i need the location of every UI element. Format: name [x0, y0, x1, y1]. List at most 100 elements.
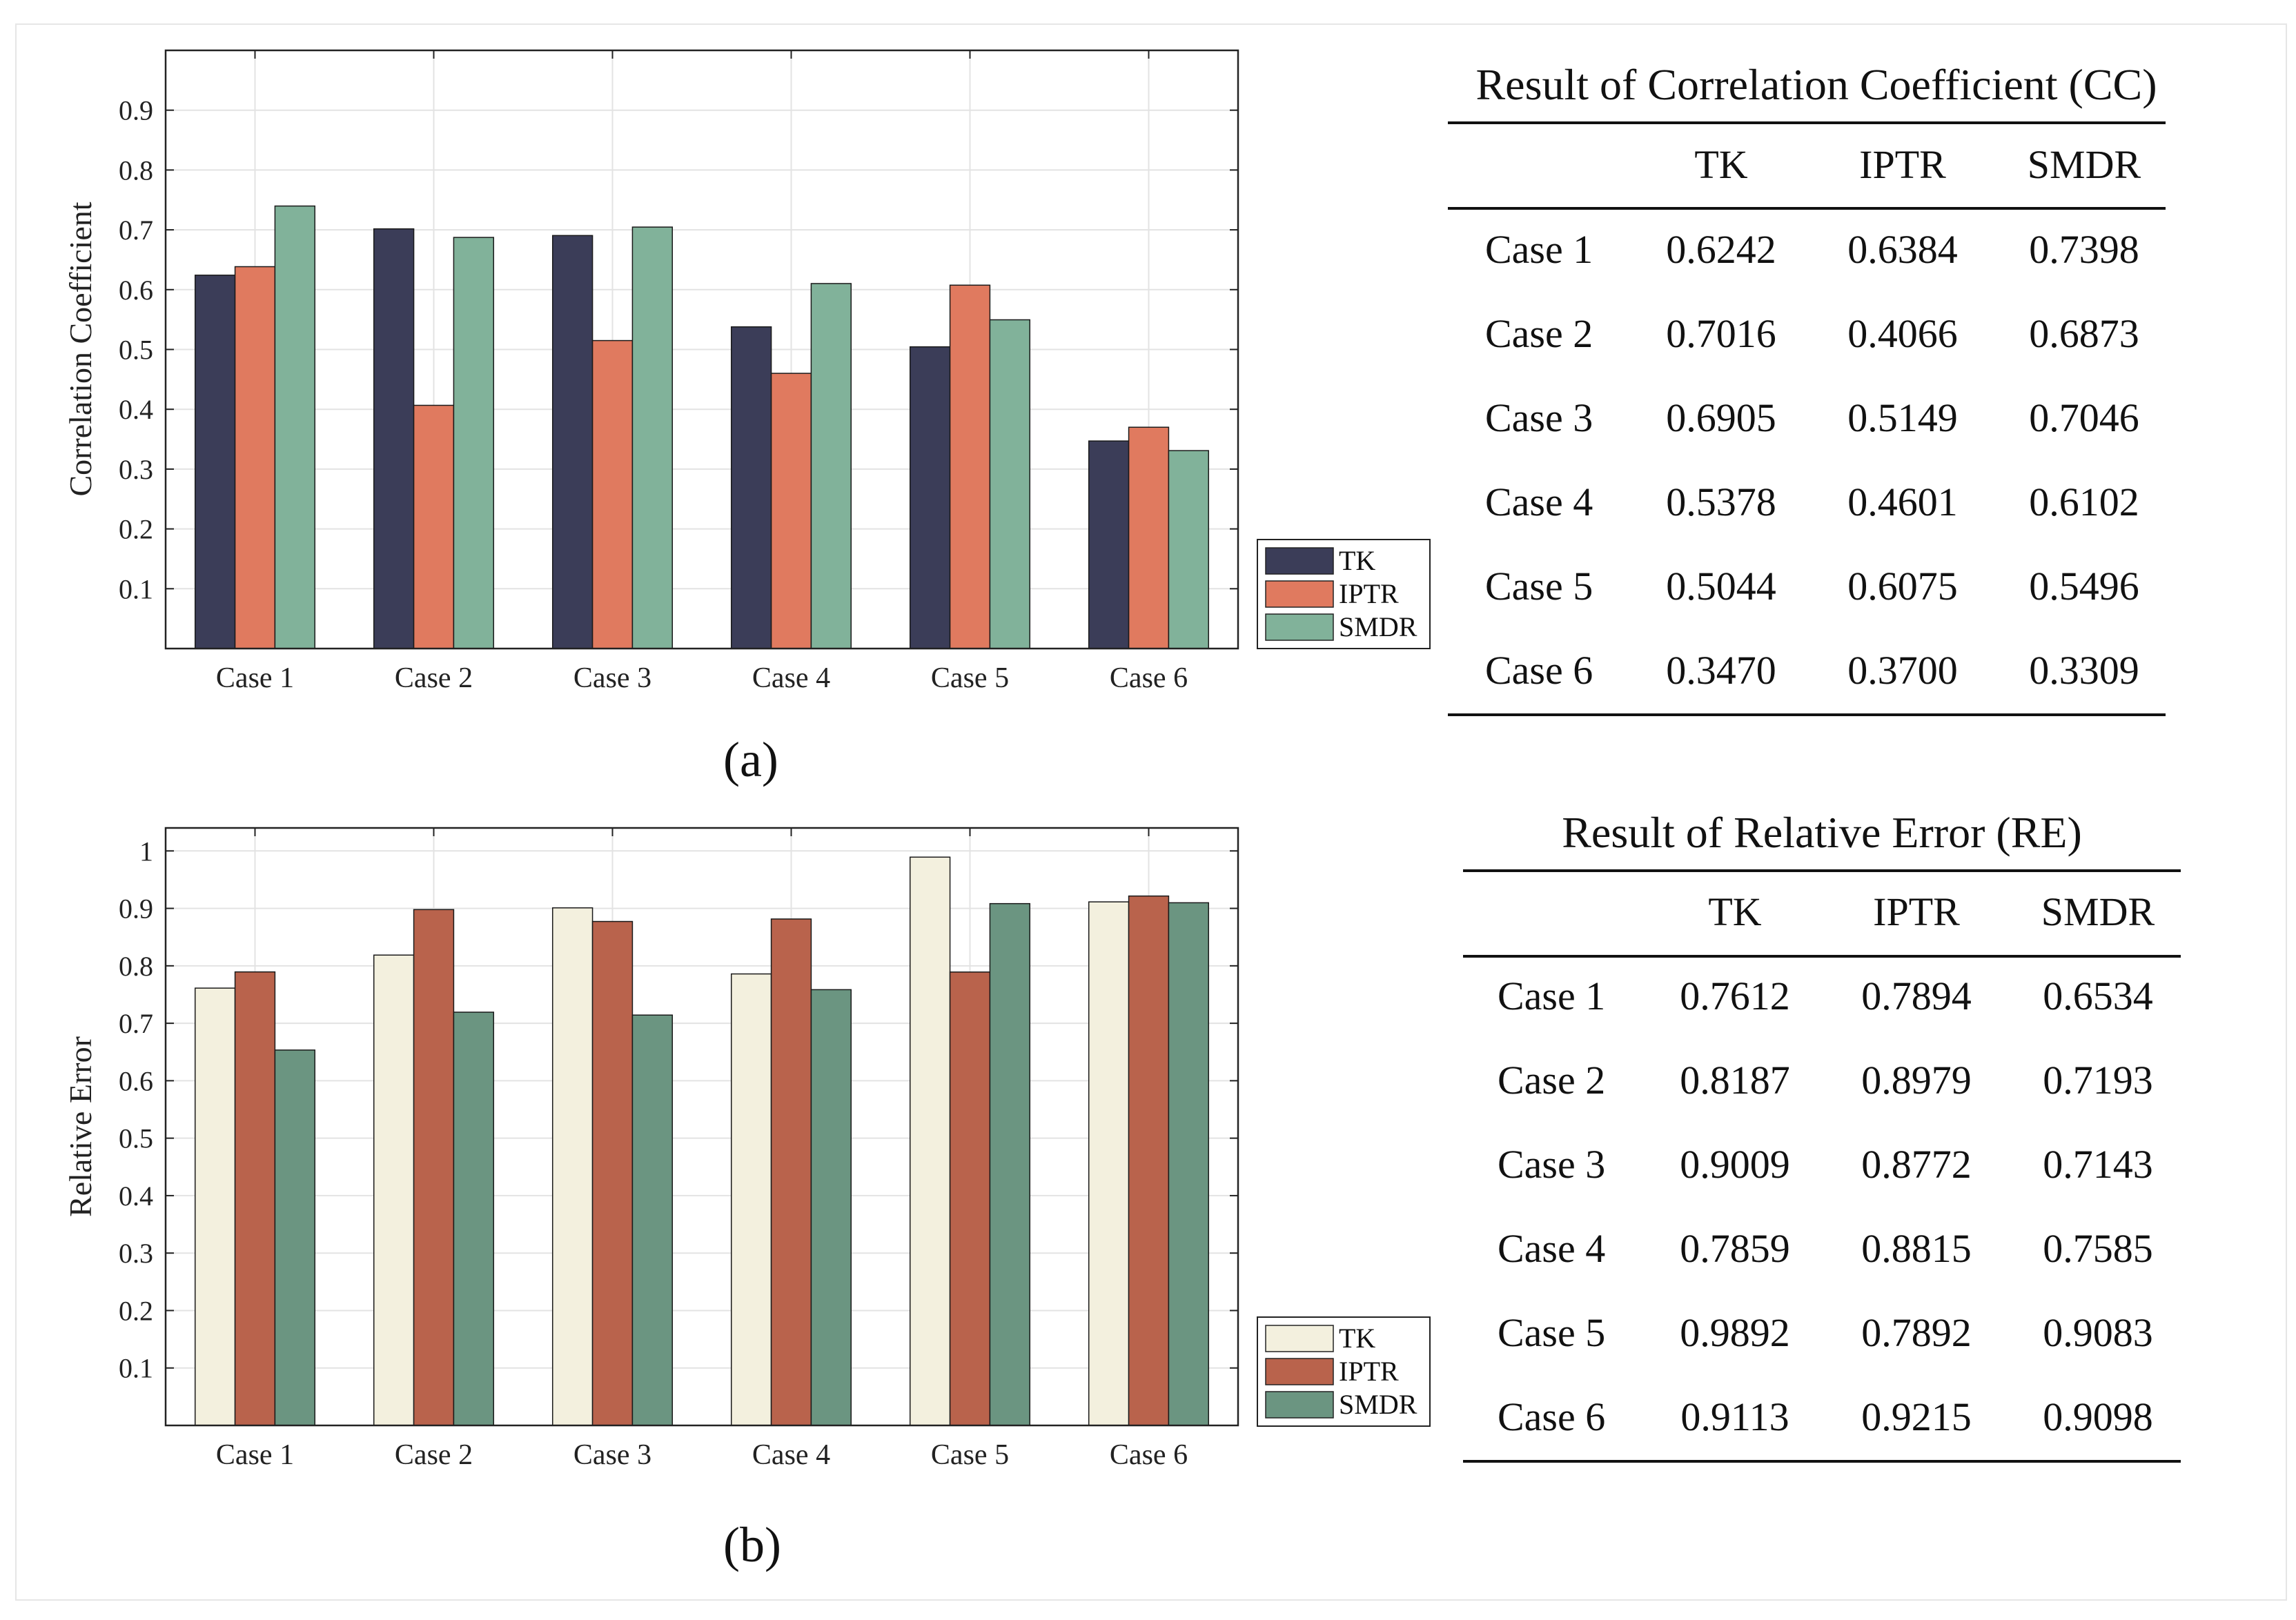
table0-header-iptr: IPTR	[1859, 142, 1946, 187]
table0-cell: 0.6242	[1666, 227, 1776, 272]
table1-rule-1	[1463, 869, 2181, 872]
table0-cell: 0.3470	[1666, 648, 1776, 693]
chart1-ytick-label: 0.2	[119, 1295, 153, 1326]
chart1-bar-tk-2	[373, 954, 415, 1426]
table1-cell: 0.9113	[1680, 1394, 1789, 1439]
chart0-bar-smdr-2	[453, 237, 495, 649]
chart0-legend-swatch-smdr	[1265, 613, 1334, 641]
table1-cell: 0.7859	[1680, 1226, 1790, 1271]
table1-cell: 0.8815	[1861, 1226, 1972, 1271]
chart1-bar-tk-5	[909, 856, 951, 1426]
chart1-legend-swatch-iptr	[1265, 1358, 1334, 1385]
chart1-ytick-label: 0.9	[119, 893, 153, 925]
chart0-ylabel: Correlation Coefficient	[63, 201, 98, 496]
chart0-xtick-label: Case 5	[931, 662, 1009, 694]
chart0-bar-tk-1	[194, 275, 236, 649]
table0-row-label: Case 2	[1485, 311, 1593, 356]
chart0-ytick-label: 0.2	[119, 514, 153, 545]
table0-rule-1	[1448, 121, 2166, 124]
chart0-ytick-label: 0.9	[119, 95, 153, 126]
chart0-ytick-label: 0.7	[119, 215, 153, 246]
chart1-xtick-label: Case 3	[573, 1439, 651, 1471]
table0-cell: 0.4601	[1847, 480, 1958, 524]
table1-cell: 0.8187	[1680, 1058, 1790, 1103]
chart0-xtick-label: Case 2	[395, 662, 473, 694]
chart1-xtick-label: Case 2	[395, 1439, 473, 1471]
table0-cell: 0.5149	[1847, 395, 1958, 440]
table0-cell: 0.5496	[2029, 564, 2139, 609]
chart0-ytick-label: 0.3	[119, 454, 153, 485]
chart0-ytick-label: 0.1	[119, 573, 153, 604]
chart0-bar-tk-4	[730, 326, 772, 649]
table0-cell: 0.6075	[1847, 564, 1958, 609]
table1-row-label: Case 2	[1498, 1058, 1606, 1103]
chart1-bar-iptr-5	[949, 971, 991, 1426]
table1-cell: 0.7894	[1861, 974, 1972, 1018]
table1-row-label: Case 1	[1498, 974, 1606, 1018]
chart0-bar-smdr-4	[810, 283, 852, 649]
chart1-axes-box	[164, 827, 1239, 1427]
table0-row-label: Case 4	[1485, 480, 1593, 524]
chart0-bar-smdr-3	[631, 226, 674, 649]
chart0-legend-label-tk: TK	[1339, 545, 1375, 576]
table1-rule-2	[1463, 955, 2181, 958]
chart1-ytick-label: 1	[139, 836, 153, 867]
table1-header-iptr: IPTR	[1873, 889, 1960, 934]
chart1-bar-iptr-3	[591, 920, 634, 1426]
table0-row-label: Case 3	[1485, 395, 1593, 440]
table0-cell: 0.5044	[1666, 564, 1776, 609]
caption-b: (b)	[723, 1517, 781, 1572]
chart0-bar-smdr-1	[274, 205, 316, 649]
chart0-ytick-label: 0.4	[119, 394, 153, 425]
table1-cell: 0.9083	[2043, 1310, 2153, 1355]
table0-title: Result of Correlation Coefficient (CC)	[1475, 60, 2157, 109]
chart1-bar-tk-1	[194, 987, 236, 1426]
table0-cell: 0.6384	[1847, 227, 1958, 272]
table1-row-label: Case 3	[1498, 1142, 1606, 1187]
table0-header-smdr: SMDR	[2027, 142, 2141, 187]
chart1-bar-smdr-3	[631, 1014, 674, 1426]
caption-a: (a)	[723, 732, 778, 787]
table1-header-tk: TK	[1708, 889, 1762, 934]
chart0-bar-tk-6	[1088, 440, 1130, 649]
table1-cell: 0.7892	[1861, 1310, 1972, 1355]
table1-title: Result of Relative Error (RE)	[1562, 808, 2082, 857]
chart1-bar-smdr-1	[274, 1049, 316, 1426]
chart1-ytick-label: 0.4	[119, 1181, 153, 1212]
chart1-ytick-label: 0.6	[119, 1065, 153, 1096]
table1-cell: 0.7193	[2043, 1058, 2153, 1103]
table1-cell: 0.9892	[1680, 1310, 1790, 1355]
table0-row-label: Case 1	[1485, 227, 1593, 272]
table1-row-label: Case 4	[1498, 1226, 1606, 1271]
table0-row-label: Case 6	[1485, 648, 1593, 693]
chart1-bar-tk-3	[551, 907, 593, 1426]
table0-rule-3	[1448, 713, 2166, 716]
chart1-legend-label-iptr: IPTR	[1339, 1356, 1399, 1387]
table1-cell: 0.9098	[2043, 1394, 2153, 1439]
chart0-bar-iptr-3	[591, 339, 634, 649]
chart0-legend-label-iptr: IPTR	[1339, 578, 1399, 609]
table1-cell: 0.7612	[1680, 974, 1790, 1018]
table0-rule-2	[1448, 207, 2166, 210]
chart0-bar-tk-3	[551, 235, 593, 649]
table0-cell: 0.6873	[2029, 311, 2139, 356]
chart0-xtick-label: Case 3	[573, 662, 651, 694]
table0-cell: 0.5378	[1666, 480, 1776, 524]
table0-cell: 0.7046	[2029, 395, 2139, 440]
table0-cell: 0.7398	[2029, 227, 2139, 272]
table0-cell: 0.4066	[1847, 311, 1958, 356]
chart1-legend-swatch-tk	[1265, 1325, 1334, 1352]
table0-header-tk: TK	[1694, 142, 1748, 187]
table0-cell: 0.6905	[1666, 395, 1776, 440]
chart0-bar-tk-2	[373, 228, 415, 649]
chart0-bar-iptr-1	[234, 266, 276, 649]
chart0-axes-box	[164, 49, 1239, 650]
chart1-bar-iptr-6	[1128, 895, 1170, 1426]
chart0-xtick-label: Case 6	[1110, 662, 1188, 694]
chart0-xtick-label: Case 1	[216, 662, 294, 694]
chart1-bar-tk-4	[730, 973, 772, 1426]
table1-cell: 0.6534	[2043, 974, 2153, 1018]
chart1-plot-area	[166, 828, 1238, 1425]
table1-rule-3	[1463, 1460, 2181, 1463]
table1-cell: 0.8979	[1861, 1058, 1972, 1103]
